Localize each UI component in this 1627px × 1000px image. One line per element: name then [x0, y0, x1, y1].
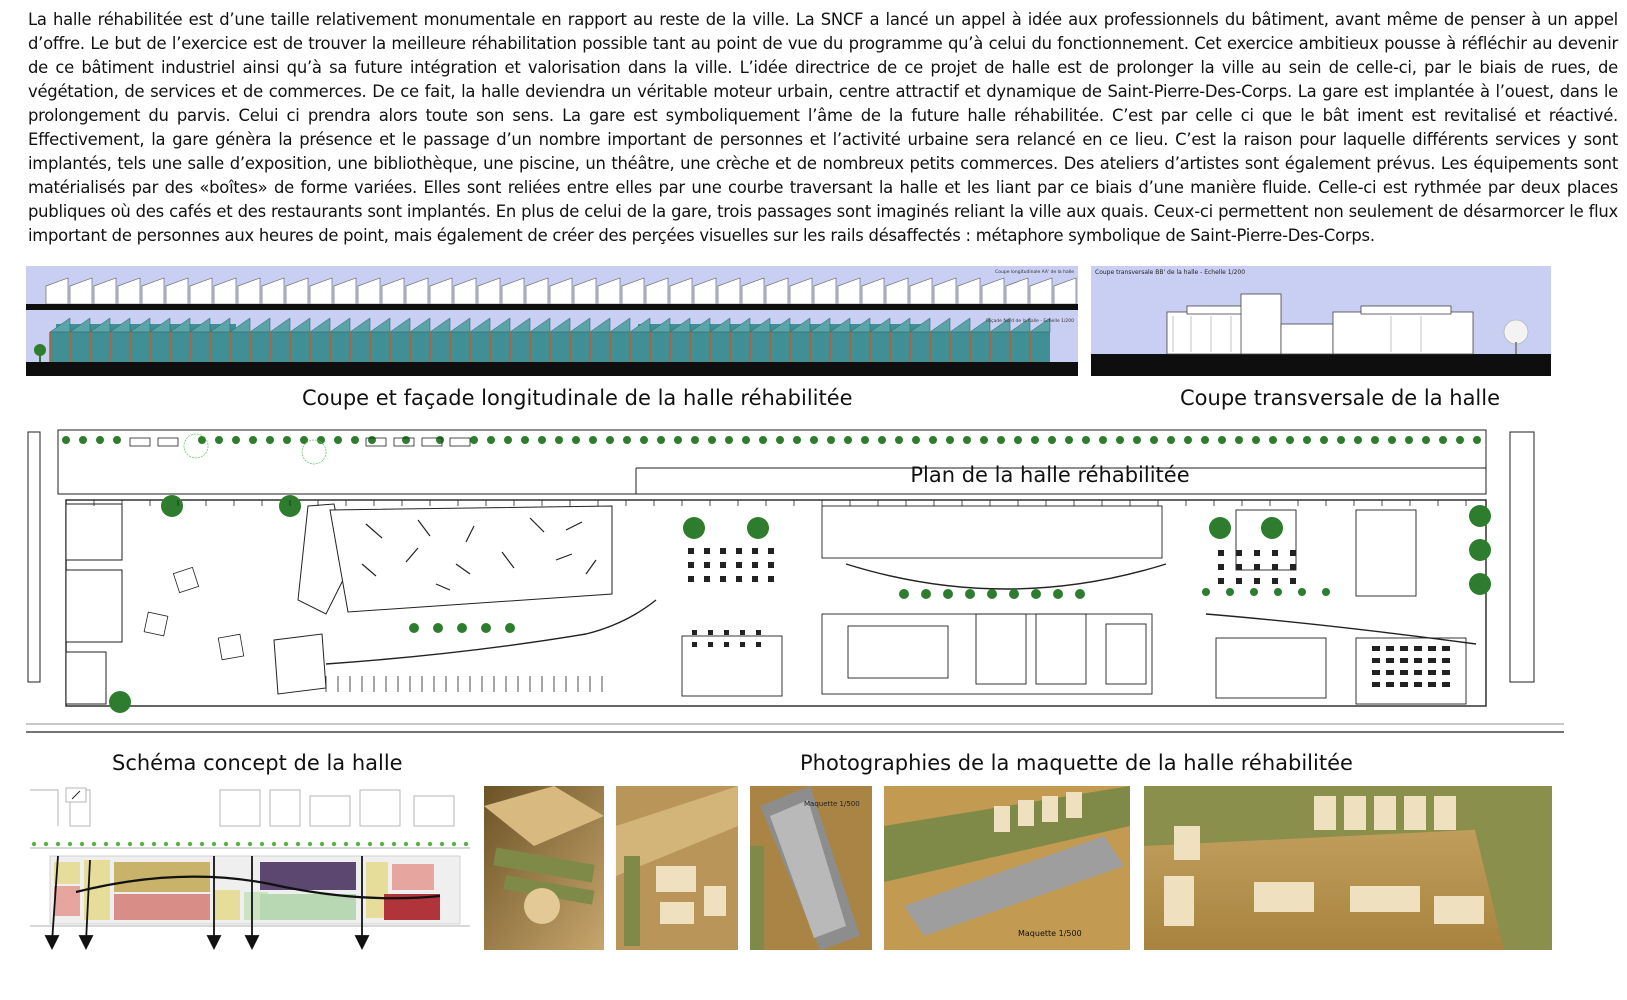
transversal-section-label: Coupe transversale BB' de la halle - Ech…: [1095, 269, 1245, 276]
longitudinal-section-drawing: Coupe longitudinale AA' de la halle Faça…: [26, 266, 1078, 376]
model-photo-2: [616, 786, 738, 950]
model-photo-1: [484, 786, 604, 950]
model-photo-3: Maquette 1/500: [750, 786, 872, 950]
model-photo-5: [1144, 786, 1552, 950]
transversal-section-drawing: Coupe transversale BB' de la halle - Ech…: [1091, 266, 1551, 376]
north-facade-label: Façade Nord de la halle - Echelle 1/200: [986, 318, 1074, 324]
maquette-label-1: Maquette 1/500: [804, 800, 860, 808]
concept-schema-drawing: [30, 786, 470, 950]
intro-paragraph: La halle réhabilitée est d’une taille re…: [28, 10, 1618, 245]
caption-photos: Photographies de la maquette de la halle…: [800, 751, 1353, 775]
caption-longitudinal: Coupe et façade longitudinale de la hall…: [302, 386, 853, 410]
arrow-down-icon: [44, 855, 370, 950]
caption-transversal: Coupe transversale de la halle: [1180, 386, 1501, 410]
maquette-label-2: Maquette 1/500: [1018, 929, 1082, 938]
floor-plan-drawing: Plan de la halle réhabilitée: [26, 424, 1564, 740]
model-photo-4: Maquette 1/500: [884, 786, 1130, 950]
caption-plan: Plan de la halle réhabilitée: [910, 463, 1189, 487]
longitudinal-section-label: Coupe longitudinale AA' de la halle: [995, 269, 1074, 275]
caption-concept: Schéma concept de la halle: [112, 751, 403, 775]
